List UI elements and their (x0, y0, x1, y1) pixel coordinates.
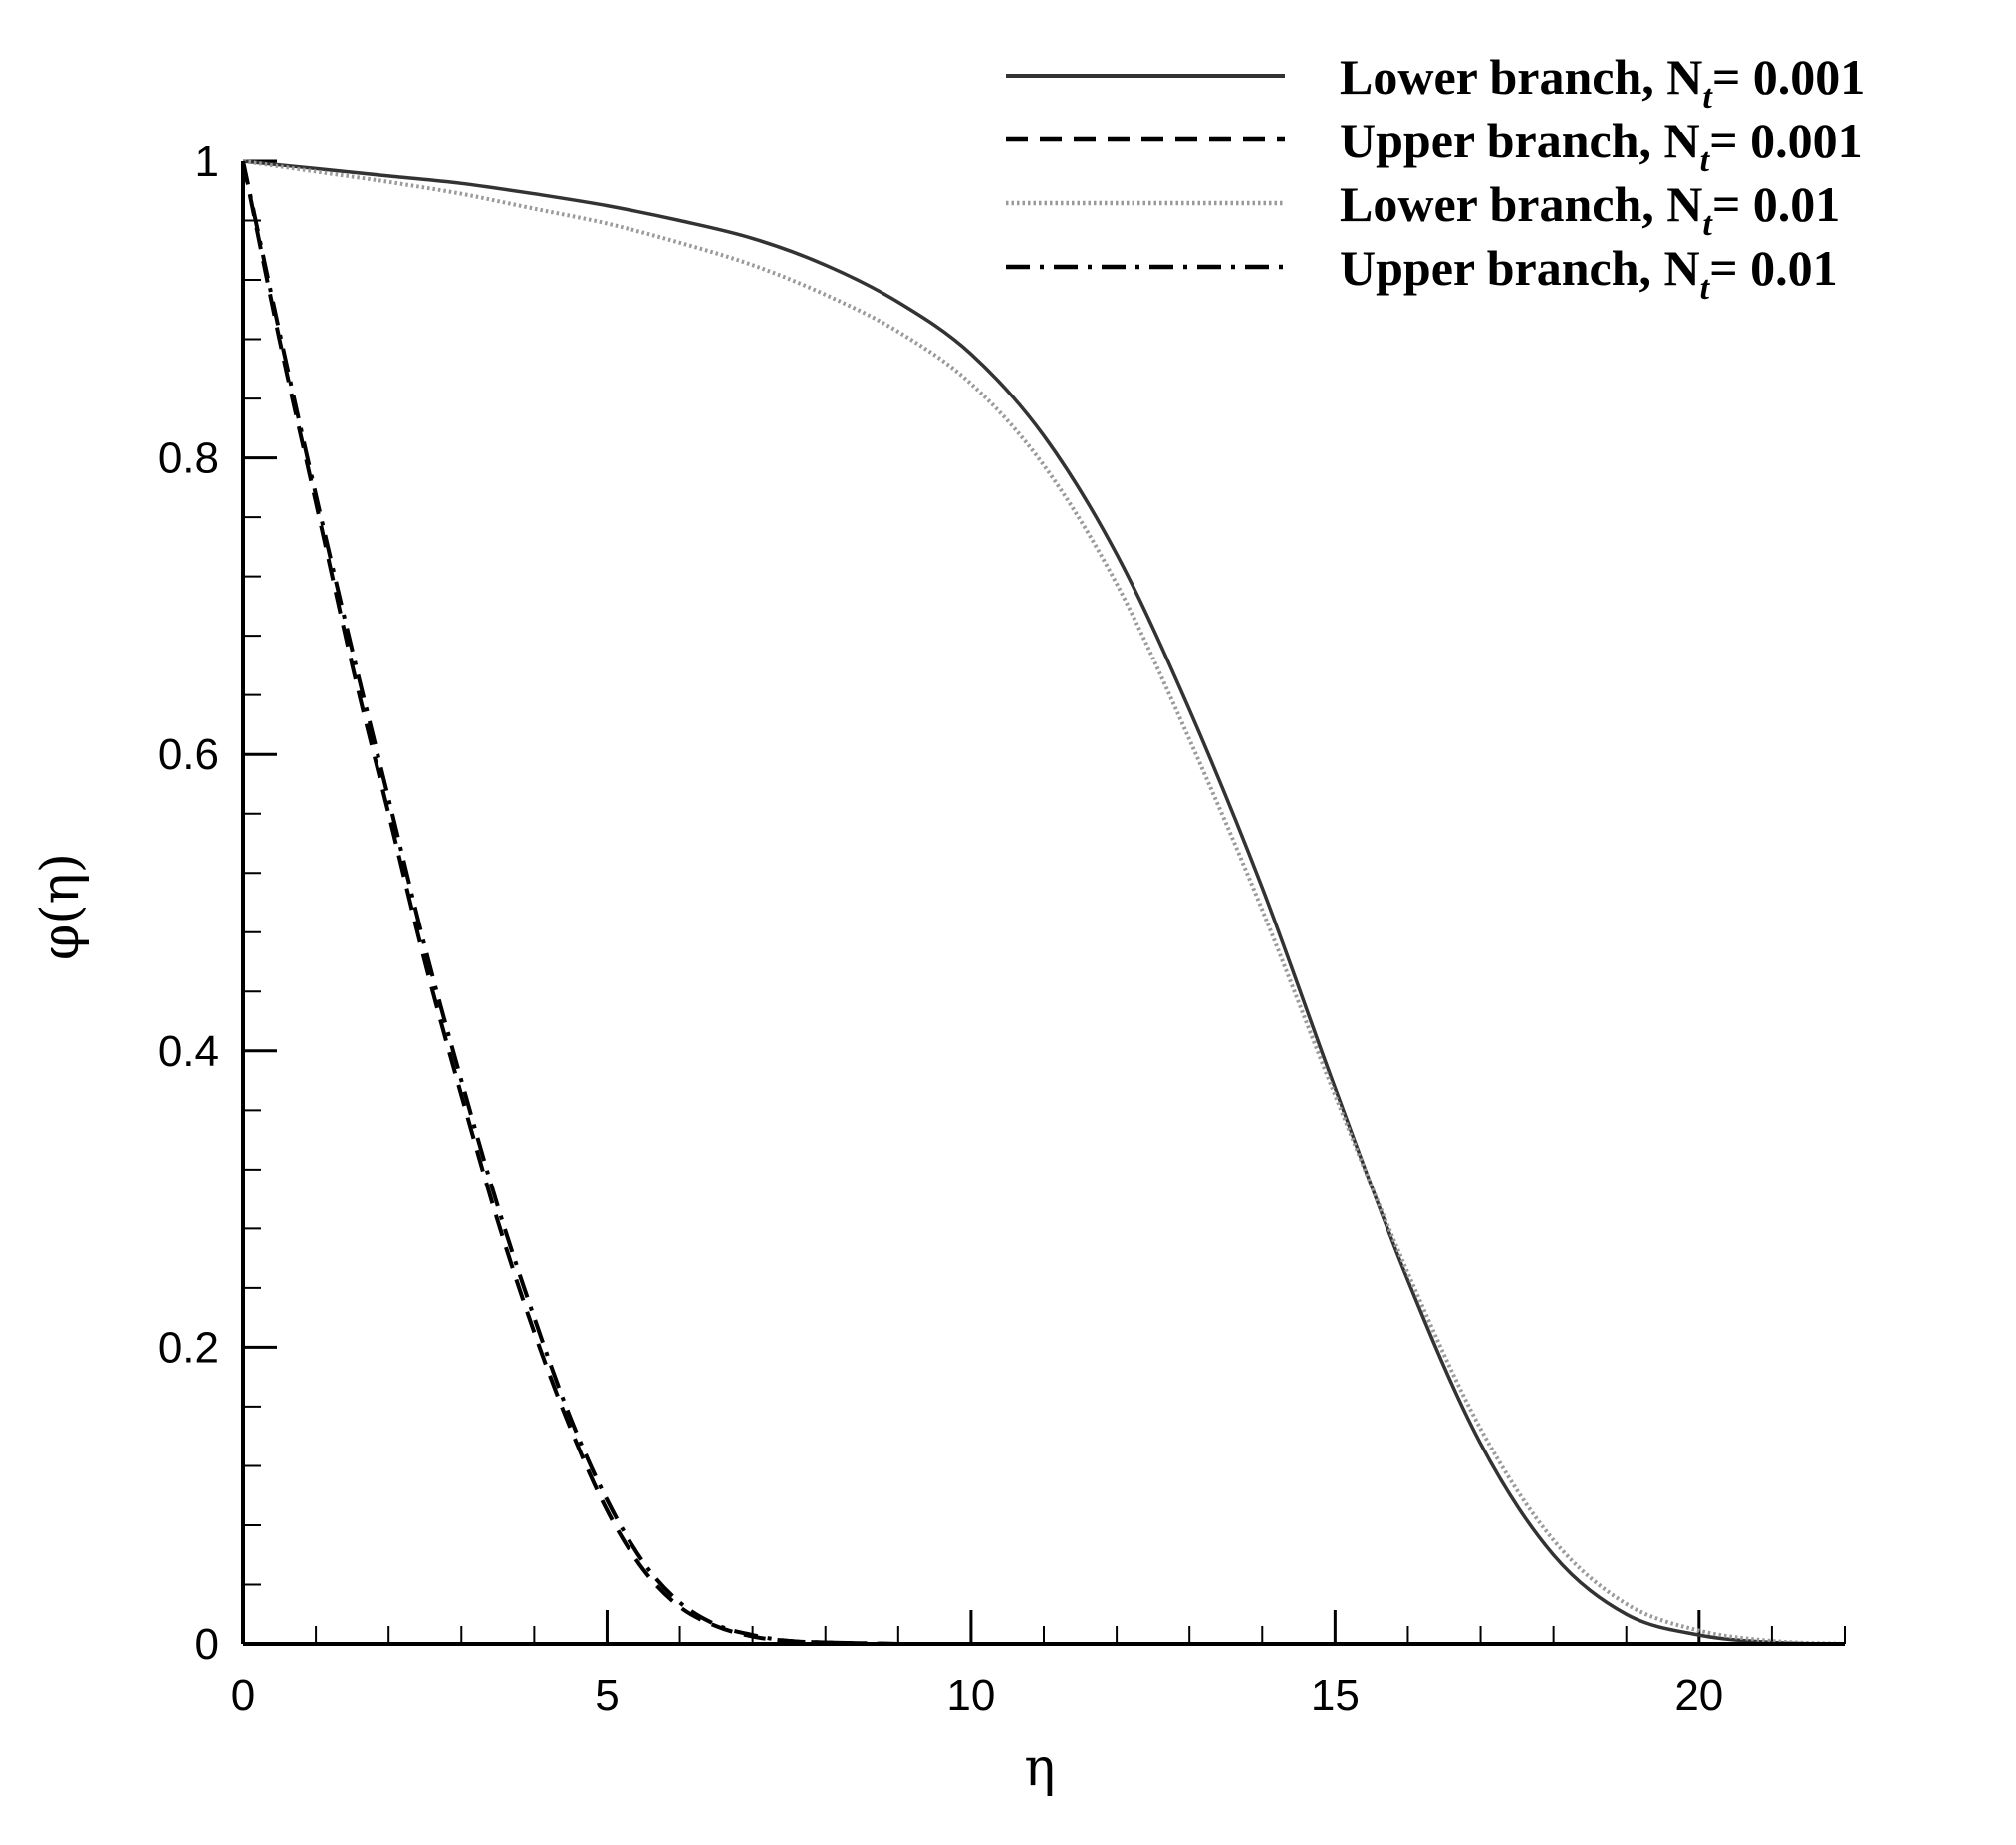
series-line-3 (242, 159, 1846, 1646)
axes (241, 161, 1845, 1646)
y-axis-title: φ(η) (31, 853, 91, 960)
y-tick-label: 0.4 (158, 1027, 219, 1076)
series-line-4 (241, 160, 898, 1646)
y-tick-label: 1 (195, 137, 219, 186)
y-tick-label: 0.2 (158, 1323, 219, 1372)
x-tick-label: 5 (595, 1671, 619, 1719)
x-axis-title: η (1024, 1738, 1055, 1798)
y-tick-label: 0 (195, 1620, 219, 1669)
legend-label-4: Upper branch, Nt= 0.01 (1340, 240, 1838, 307)
axis-ticks (241, 159, 1846, 1646)
series-layer (241, 159, 1846, 1646)
tick-labels: 0 5 10 15 20 0 0.2 0.4 0.6 0.8 1 (158, 137, 1723, 1719)
legend-label-1: Lower branch, Nt= 0.001 (1340, 49, 1865, 116)
series-line-1 (242, 159, 1846, 1646)
legend-label-2: Upper branch, Nt= 0.001 (1340, 113, 1863, 179)
y-tick-label: 0.6 (158, 730, 219, 779)
x-tick-label: 15 (1311, 1671, 1360, 1719)
x-tick-label: 20 (1674, 1671, 1723, 1719)
x-tick-label: 0 (231, 1671, 255, 1719)
x-tick-label: 10 (946, 1671, 995, 1719)
legend-label-3: Lower branch, Nt= 0.01 (1340, 176, 1840, 243)
y-tick-label: 0.8 (158, 434, 219, 483)
